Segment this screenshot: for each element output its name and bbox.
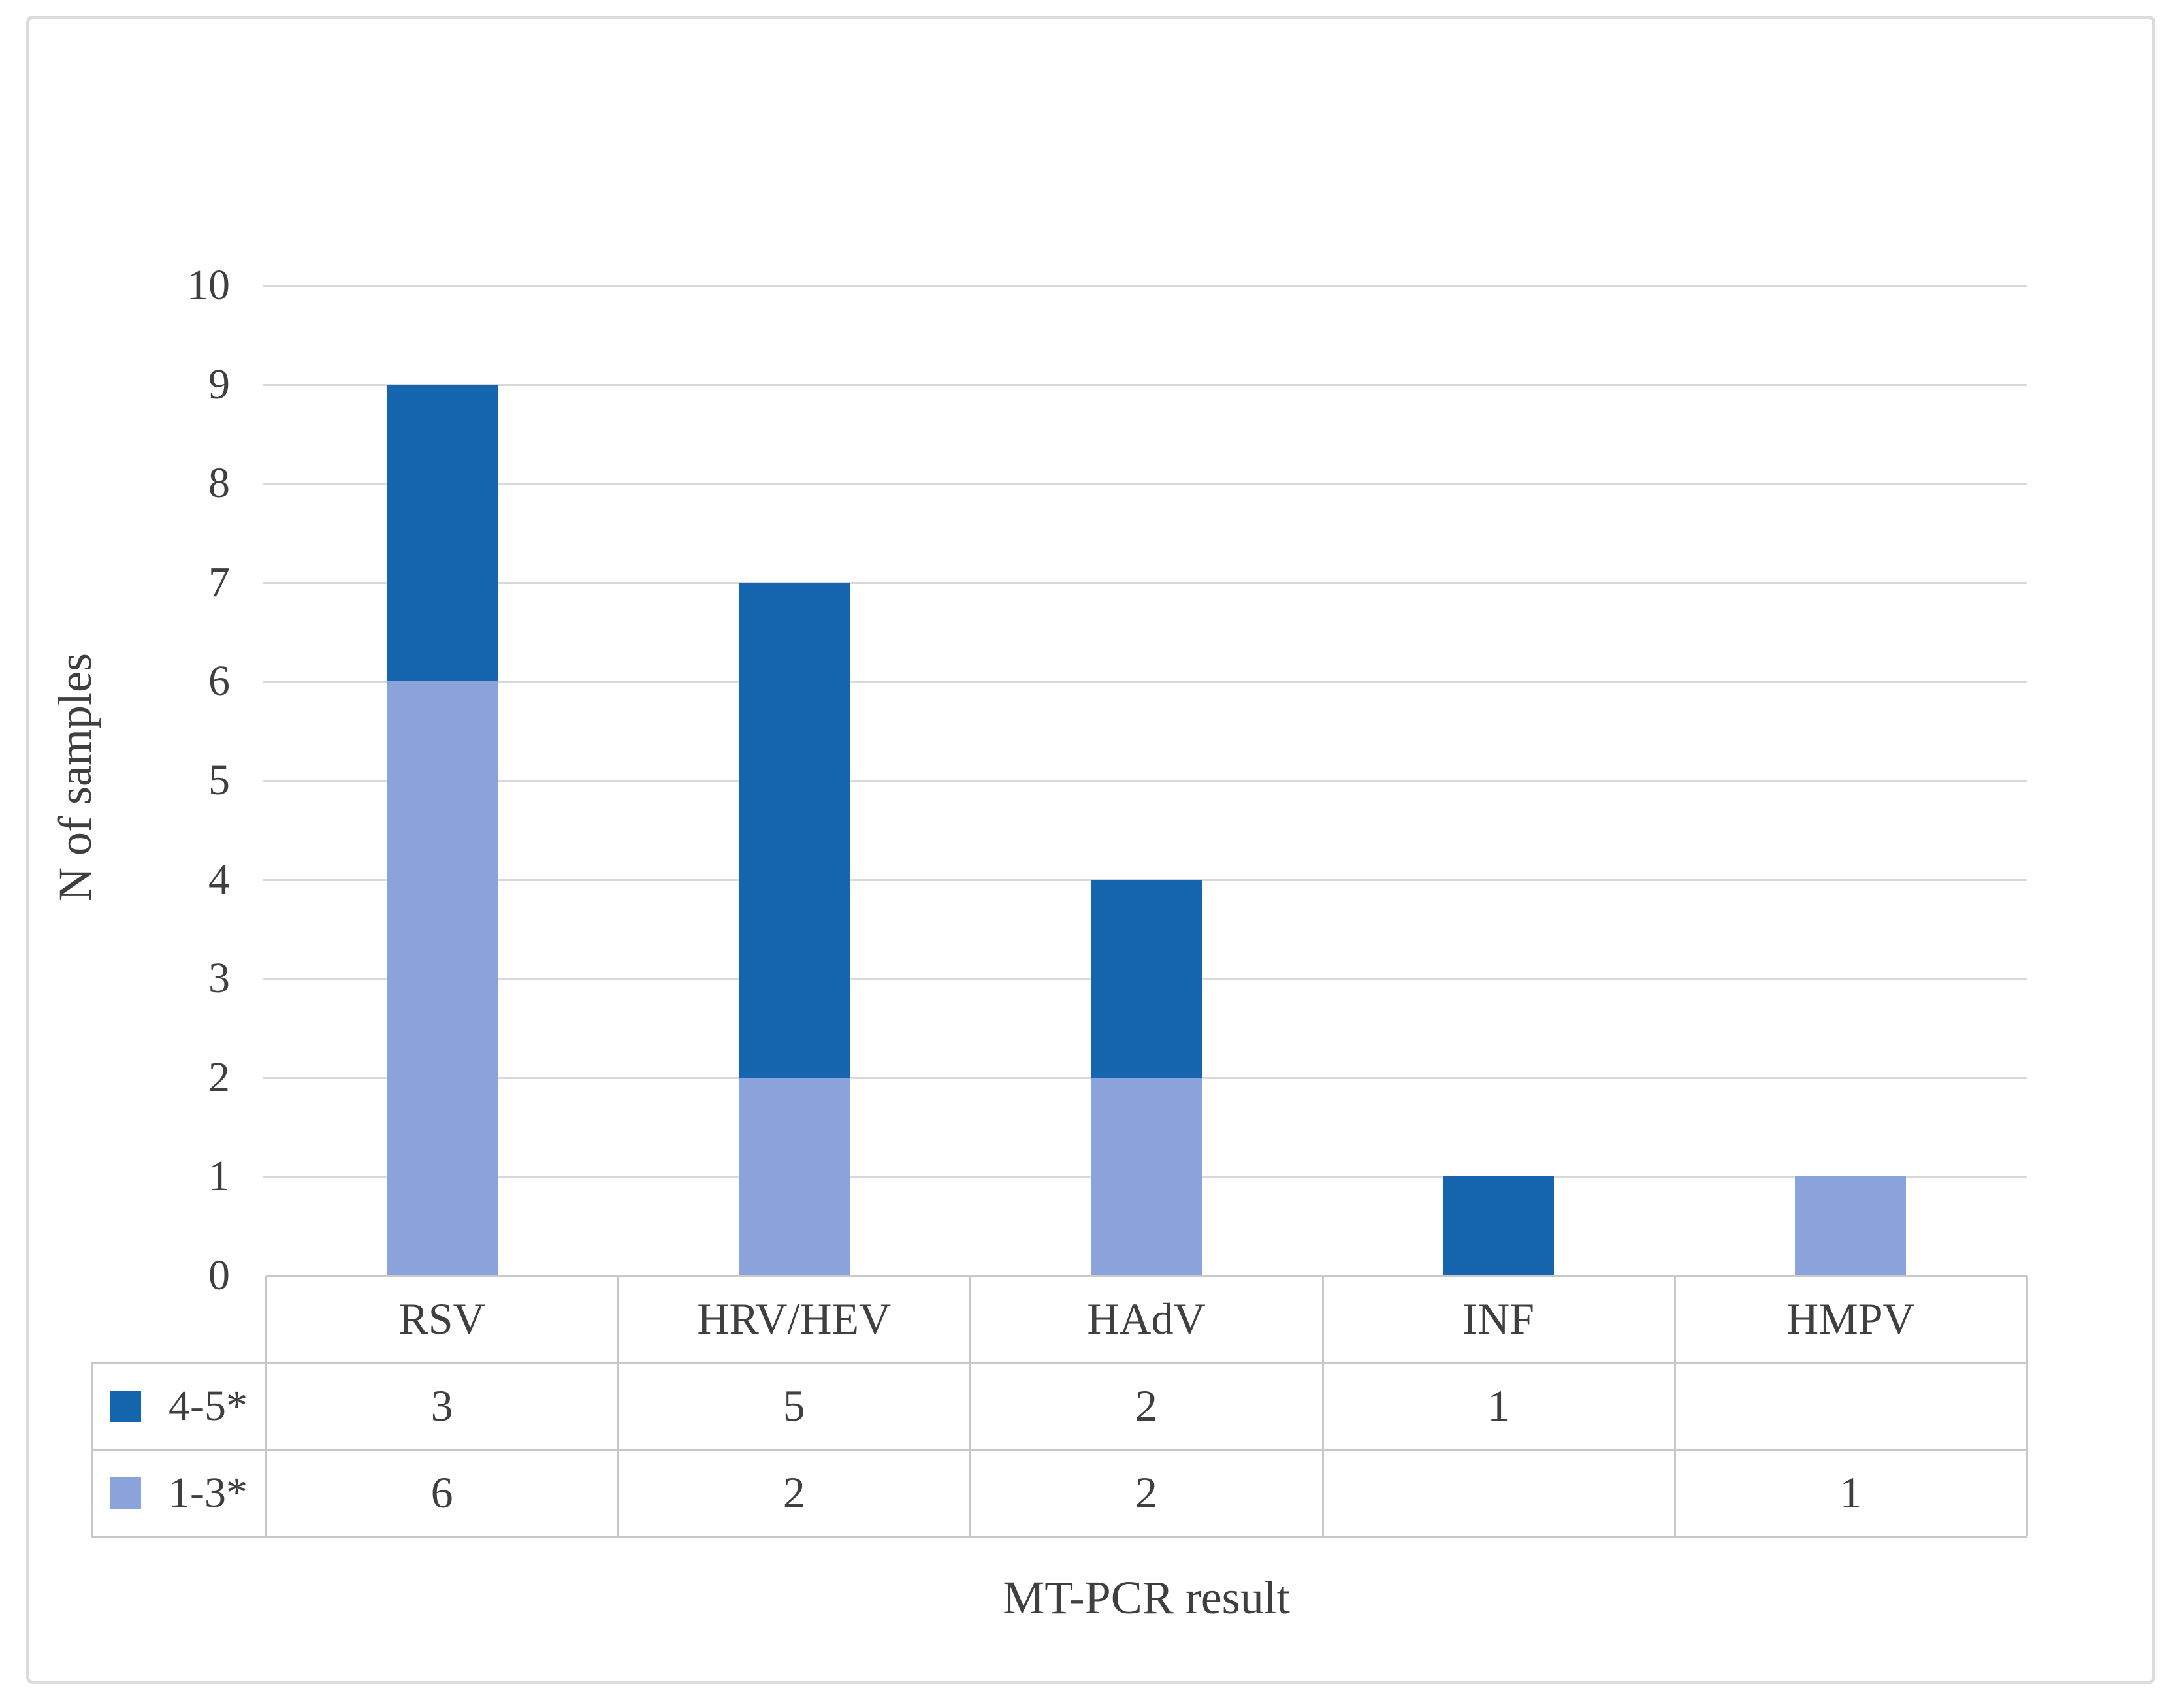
table-value-cell: 3 <box>430 1381 453 1430</box>
y-tick-label: 6 <box>208 657 230 705</box>
table-value-cell: 2 <box>1135 1381 1157 1430</box>
bar-segment-hrv-hev <box>738 582 850 1078</box>
bar-segment-hrv-hev <box>738 1077 850 1276</box>
legend-label: 4-5* <box>169 1381 248 1430</box>
table-border-line <box>265 1276 267 1536</box>
legend-label: 1-3* <box>169 1468 248 1517</box>
y-tick-label: 4 <box>208 855 230 903</box>
table-border-line <box>266 1275 2027 1277</box>
gridline <box>263 285 2027 287</box>
gridline <box>263 780 2027 782</box>
chart-frame <box>26 16 2155 1684</box>
bar-segment-rsv <box>386 384 498 682</box>
table-border-line <box>1321 1276 1324 1536</box>
bar-segment-hadv <box>1091 879 1202 1078</box>
legend-swatch <box>110 1390 141 1422</box>
table-border-line <box>2026 1276 2028 1536</box>
y-tick-label: 10 <box>187 261 230 309</box>
table-value-cell <box>1323 1449 1675 1536</box>
y-axis-title: N of samples <box>48 653 101 901</box>
table-border-line <box>91 1362 2027 1364</box>
y-tick-label: 7 <box>208 558 230 606</box>
y-tick-label: 9 <box>208 360 230 408</box>
table-value-cell: 2 <box>1135 1468 1157 1517</box>
gridline <box>263 581 2027 584</box>
table-border-line <box>969 1276 972 1536</box>
bar-segment-rsv <box>386 681 498 1276</box>
table-value-cell: 2 <box>782 1468 805 1517</box>
table-value-cell: 1 <box>1487 1381 1510 1430</box>
gridline <box>263 483 2027 485</box>
x-axis-title: MT-PCR result <box>1003 1571 1290 1624</box>
gridline <box>263 681 2027 683</box>
y-tick-label: 1 <box>208 1152 230 1200</box>
table-border-line <box>1673 1276 1676 1536</box>
table-value-cell: 6 <box>430 1468 453 1517</box>
table-header-cell: RSV <box>398 1294 485 1344</box>
table-header-cell: HRV/HEV <box>697 1294 892 1344</box>
bar-segment-hadv <box>1091 1077 1202 1276</box>
table-value-cell: 5 <box>782 1381 805 1430</box>
table-border-line <box>91 1536 2027 1538</box>
legend-cell: 4-5* <box>91 1362 266 1449</box>
bar-segment-hmpv <box>1795 1176 1907 1276</box>
legend-cell: 1-3* <box>91 1449 266 1536</box>
table-value-cell: 1 <box>1839 1468 1862 1517</box>
y-tick-label: 5 <box>208 756 230 804</box>
table-border-line <box>617 1276 620 1536</box>
gridline <box>263 383 2027 386</box>
table-header-cell: HMPV <box>1786 1294 1915 1344</box>
y-tick-label: 2 <box>208 1053 230 1101</box>
table-border-line <box>91 1362 93 1536</box>
y-tick-label: 8 <box>208 459 230 508</box>
bar-segment-inf <box>1443 1176 1555 1276</box>
legend-swatch <box>110 1477 141 1509</box>
table-header-cell: INF <box>1462 1294 1534 1344</box>
table-header-cell: HAdV <box>1087 1294 1206 1344</box>
table-value-cell <box>1675 1362 2027 1449</box>
table-border-line <box>91 1449 2027 1451</box>
y-tick-label: 0 <box>208 1251 230 1299</box>
y-tick-label: 3 <box>208 954 230 1003</box>
